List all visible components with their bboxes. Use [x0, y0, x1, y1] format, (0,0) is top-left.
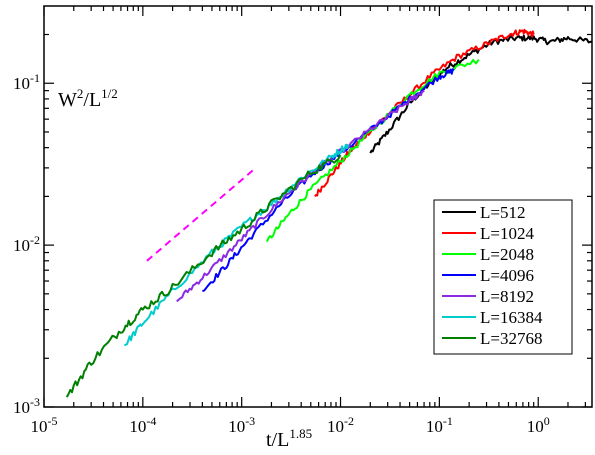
x-tick-label-exp: -5 [48, 414, 58, 428]
y-axis-title: W2/L1/2 [58, 86, 118, 111]
legend-label-l-4096: L=4096 [480, 266, 534, 285]
series-line-l-512 [369, 34, 593, 154]
x-tick-label: 100 [527, 414, 550, 436]
reference-line-layer [146, 169, 254, 262]
x-tick-label: 10-1 [426, 414, 453, 436]
series-line-l-8192 [176, 89, 425, 303]
x-tick-label-exp: 0 [544, 414, 550, 428]
x-axis-title-sup: 1.85 [289, 426, 312, 441]
x-axis-title-base: t/L [266, 429, 289, 451]
legend-label-l-2048: L=2048 [480, 245, 534, 264]
y-axis-title-part1: W [58, 89, 77, 111]
legend-box [433, 199, 573, 355]
x-tick-label: 10-3 [228, 414, 255, 436]
reference-slope-line [146, 169, 254, 262]
y-tick-label: 10-3 [13, 395, 40, 417]
plot-frame [43, 5, 593, 408]
y-axis-title-part2: /L [83, 89, 101, 111]
x-tick-label-base: 10 [31, 417, 48, 436]
y-tick-label-base: 10 [13, 74, 30, 93]
x-tick-label-base: 10 [327, 417, 344, 436]
legend-label-l-32768: L=32768 [480, 329, 542, 348]
legend-label-l-1024: L=1024 [480, 224, 534, 243]
x-tick-label-exp: -4 [146, 414, 156, 428]
ticks-layer [43, 6, 592, 408]
y-axis-title-sup1: 2 [77, 86, 84, 101]
y-tick-label-base: 10 [13, 398, 30, 417]
legend-label-l-8192: L=8192 [480, 287, 534, 306]
y-tick-label-exp: -2 [30, 233, 40, 247]
x-tick-label: 10-5 [31, 414, 58, 436]
x-tick-label-exp: -2 [344, 414, 354, 428]
x-tick-label-exp: -1 [443, 414, 453, 428]
legend-label-l-512: L=512 [480, 203, 525, 222]
y-tick-label: 10-2 [13, 233, 40, 255]
y-tick-label-exp: -1 [30, 71, 40, 85]
series-line-l-1024 [314, 28, 535, 198]
legend: L=512 L=1024 L=2048 L=4096 L=8192 L=16384 L=32… [433, 199, 573, 355]
x-axis-title: t/L1.85 [266, 426, 312, 451]
x-tick-label-base: 10 [527, 417, 544, 436]
x-tick-label-base: 10 [426, 417, 443, 436]
series-line-l-2048 [265, 59, 480, 243]
x-tick-label: 10-2 [327, 414, 354, 436]
legend-label-l-16384: L=16384 [480, 308, 543, 327]
x-tick-label-base: 10 [228, 417, 245, 436]
y-tick-label-base: 10 [13, 236, 30, 255]
y-axis-title-sup2: 1/2 [101, 86, 118, 101]
y-tick-label: 10-1 [13, 71, 40, 93]
x-tick-label-base: 10 [129, 417, 146, 436]
x-tick-label-exp: -3 [245, 414, 255, 428]
series-layer [65, 28, 593, 398]
y-tick-label-exp: -3 [30, 395, 40, 409]
x-tick-label: 10-4 [129, 414, 156, 436]
series-line-l-32768 [65, 154, 342, 398]
